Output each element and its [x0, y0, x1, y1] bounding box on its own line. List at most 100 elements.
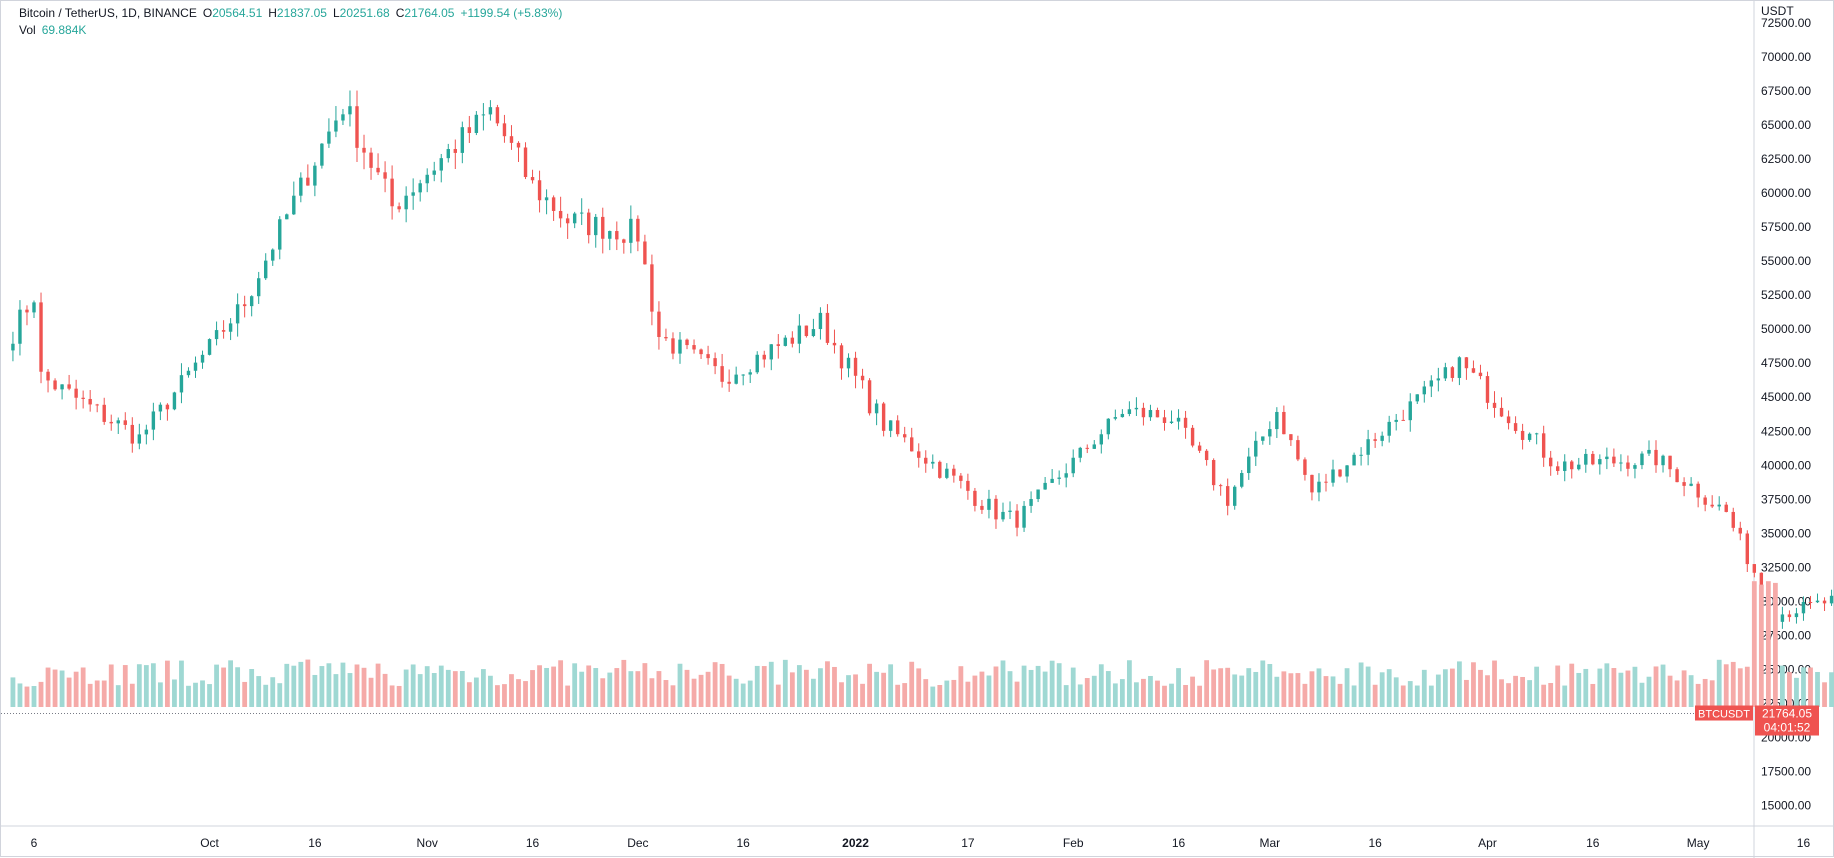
time-tick-label: 17: [961, 836, 975, 850]
volume-bar: [719, 663, 725, 707]
candle-body: [987, 498, 991, 510]
candle-body: [81, 397, 85, 399]
candle-body: [221, 330, 226, 332]
candle-body: [1085, 447, 1089, 449]
candle-body: [1408, 401, 1412, 421]
volume-bar: [1562, 685, 1568, 707]
candle-body: [1036, 489, 1040, 500]
candle-body: [594, 216, 598, 236]
symbol-tag-text: BTCUSDT: [1698, 709, 1750, 721]
candle-body: [1331, 469, 1335, 483]
candle-body: [460, 127, 465, 153]
candle-body: [1057, 477, 1061, 479]
volume-bar: [944, 680, 950, 707]
candle-body: [425, 174, 429, 184]
candle-body: [601, 216, 605, 239]
volume-bar: [488, 675, 493, 707]
candle-body: [256, 278, 261, 297]
candle-body: [1640, 453, 1644, 466]
volume-bar: [516, 679, 521, 707]
volume-label[interactable]: Vol: [19, 23, 36, 37]
volume-bar: [986, 675, 992, 707]
candle-body: [938, 461, 942, 478]
candle-body: [1169, 421, 1174, 423]
candle-body: [551, 197, 556, 211]
volume-bar: [860, 683, 865, 707]
candle-body: [285, 214, 289, 220]
candle-body: [404, 195, 408, 210]
volume-bar: [1801, 667, 1806, 707]
volume-bar: [1112, 683, 1118, 707]
volume-bar: [1569, 663, 1575, 707]
candle-body: [839, 345, 844, 369]
candle-body: [214, 330, 219, 340]
price-tick-label: 35000.00: [1761, 526, 1811, 540]
candle-body: [1092, 444, 1096, 449]
candle-body: [720, 366, 724, 382]
volume-bar: [1695, 683, 1701, 707]
volume-bar: [965, 681, 971, 707]
volume-bar: [958, 666, 964, 707]
time-tick-label: 16: [1368, 836, 1382, 850]
candle-body: [1724, 504, 1728, 512]
candle-body: [1338, 469, 1342, 477]
candle-body: [1204, 450, 1209, 461]
volume-bar: [1787, 672, 1792, 707]
volume-bar: [740, 683, 746, 707]
volume-bar: [874, 671, 880, 707]
volume-bar: [1449, 668, 1455, 707]
volume-bar: [1702, 678, 1708, 707]
volume-bar: [502, 684, 507, 707]
volume-bar: [846, 675, 851, 707]
candle-body: [1626, 462, 1630, 469]
candle-body: [1141, 407, 1146, 418]
volume-bar: [839, 682, 844, 707]
candle-body: [1682, 482, 1686, 486]
volume-bar: [818, 668, 823, 707]
time-tick-label: 16: [1172, 836, 1186, 850]
candle-body: [1541, 433, 1546, 458]
candle-body: [1310, 474, 1314, 493]
candle-body: [622, 239, 626, 243]
volume-bar: [775, 684, 781, 707]
candle-body: [902, 434, 907, 438]
volume-bar: [698, 674, 704, 707]
candle-body: [1275, 411, 1279, 430]
time-tick-label: 16: [526, 836, 540, 850]
candle-body: [1106, 418, 1111, 435]
volume-bar: [551, 666, 557, 707]
volume-bar: [1035, 665, 1041, 707]
volume-bar: [1197, 685, 1203, 707]
volume-bar: [789, 672, 795, 707]
volume-bar: [291, 665, 297, 707]
volume-bar: [1379, 672, 1385, 707]
symbol-title[interactable]: Bitcoin / TetherUS, 1D, BINANCE: [19, 6, 197, 20]
ohlc-legend: Bitcoin / TetherUS, 1D, BINANCE O20564.5…: [19, 6, 562, 20]
candle-body: [769, 344, 773, 360]
price-tick-label: 70000.00: [1761, 50, 1811, 64]
volume-bar: [1576, 672, 1582, 707]
candle-body: [95, 404, 99, 406]
candle-body: [895, 420, 900, 435]
candle-body: [1324, 481, 1328, 483]
candle-body: [1303, 459, 1307, 475]
volume-bar: [1141, 678, 1146, 707]
volume-bar: [1218, 668, 1224, 707]
volume-bar: [1119, 679, 1125, 707]
volume-bar: [1611, 668, 1617, 707]
candle-body: [1120, 413, 1125, 418]
volume-bar: [31, 686, 37, 707]
volume-bar: [909, 661, 915, 707]
candle-body: [1401, 419, 1405, 421]
time-tick-label: Oct: [200, 836, 219, 850]
volume-bar: [1780, 665, 1785, 707]
volume-bar: [1169, 683, 1174, 707]
candle-body: [825, 312, 830, 343]
volume-bar: [1492, 660, 1497, 707]
volume-bar: [431, 673, 437, 707]
volume-bar: [1688, 675, 1694, 707]
candle-body: [1373, 439, 1377, 441]
volume-bar: [1555, 665, 1561, 707]
